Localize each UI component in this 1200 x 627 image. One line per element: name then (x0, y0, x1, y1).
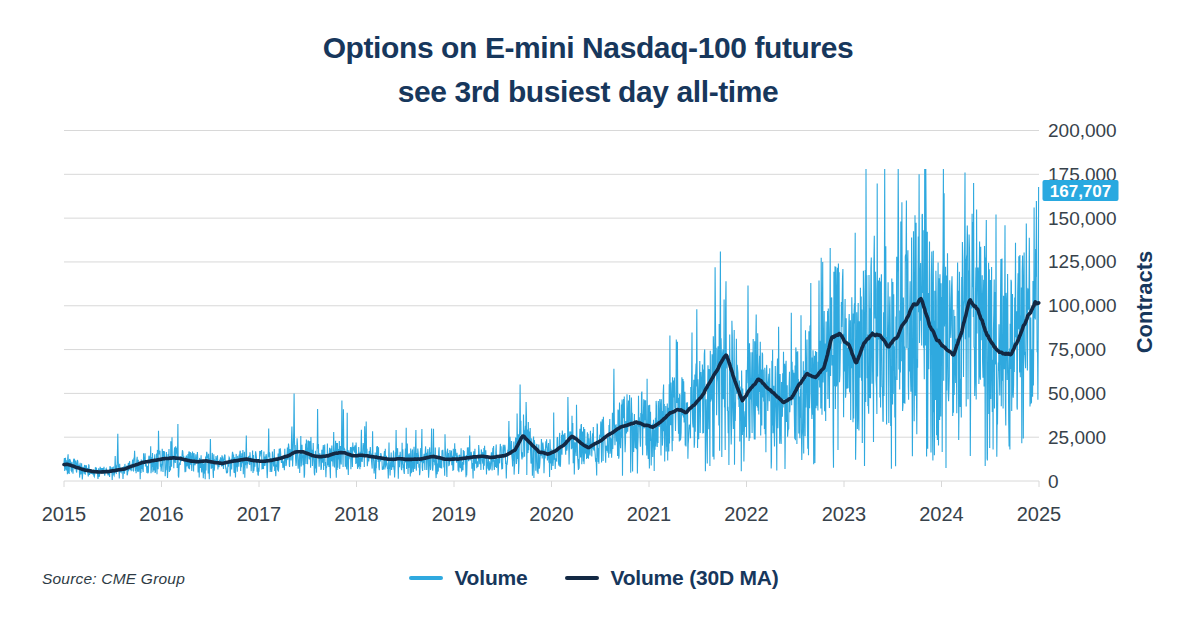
y-axis-title: Contracts (1132, 251, 1157, 354)
x-axis-tick-label: 2021 (627, 503, 672, 525)
x-axis-tick-label: 2020 (529, 503, 574, 525)
legend-item-volume: Volume (409, 566, 527, 590)
y-axis-tick-label: 50,000 (1048, 383, 1106, 404)
source-note: Source: CME Group (42, 570, 185, 588)
legend-label-volume-30d-ma: Volume (30D MA) (610, 566, 778, 590)
volume-series (64, 169, 1039, 480)
y-axis-tick-label: 125,000 (1048, 251, 1117, 272)
x-axis-tick-label: 2018 (334, 503, 379, 525)
volume-line-swatch (409, 576, 443, 580)
y-axis-tick-label: 150,000 (1048, 208, 1117, 229)
x-axis-tick-label: 2025 (1017, 503, 1062, 525)
callout-value: 167,707 (1050, 182, 1111, 201)
chart-figure: Options on E-mini Nasdaq-100 futures see… (0, 0, 1200, 627)
ma-line-swatch (565, 576, 599, 580)
x-axis-tick-label: 2023 (822, 503, 867, 525)
x-axis-tick-label: 2016 (139, 503, 184, 525)
x-axis-tick-label: 2017 (237, 503, 282, 525)
x-axis-tick-label: 2019 (432, 503, 477, 525)
y-axis-tick-label: 0 (1048, 471, 1059, 492)
x-axis-tick-label: 2024 (919, 503, 964, 525)
x-axis-tick-label: 2022 (724, 503, 769, 525)
y-axis-tick-label: 100,000 (1048, 295, 1117, 316)
legend-item-volume-30d-ma: Volume (30D MA) (565, 566, 778, 590)
y-axis-tick-label: 25,000 (1048, 427, 1106, 448)
legend-label-volume: Volume (454, 566, 527, 590)
x-axis-tick-label: 2015 (42, 503, 87, 525)
y-axis-tick-label: 200,000 (1048, 120, 1117, 141)
y-axis-tick-label: 75,000 (1048, 339, 1106, 360)
volume-line-chart: 0 25,000 50,000 75,000 100,000 125,000 150,000… (0, 0, 1200, 627)
